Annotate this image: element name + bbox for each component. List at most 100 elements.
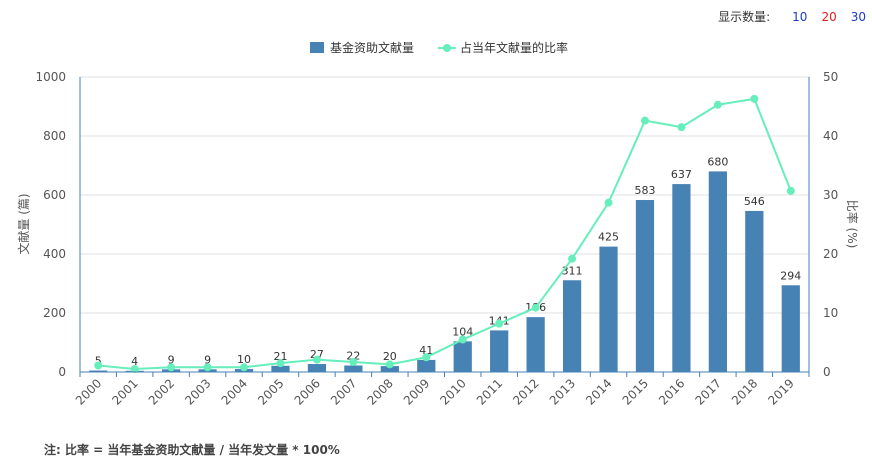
bar-value-label: 425 [598,231,619,244]
bar-value-label: 9 [204,353,211,366]
ratio-point-2017[interactable] [713,100,722,109]
count-option-10[interactable]: 10 [792,9,808,24]
bar-2005[interactable] [271,365,290,372]
x-tick-label: 2008 [364,376,395,407]
bar-value-label: 10 [237,353,251,366]
bar-2014[interactable] [599,246,618,372]
bar-2007[interactable] [344,365,363,372]
bar-2011[interactable] [490,330,509,372]
gridlines [80,76,809,314]
x-tick-label: 2014 [583,376,614,407]
y2-tick-label: 20 [823,247,838,261]
ratio-point-2005[interactable] [276,359,285,368]
y2-tick-label: 30 [823,188,838,202]
bar-2017[interactable] [708,171,727,372]
ratio-point-2008[interactable] [385,360,394,369]
bar-2008[interactable] [380,366,399,372]
x-tick-label: 2010 [437,376,468,407]
bar-value-label: 294 [780,269,801,282]
x-tick-label: 2002 [146,376,177,407]
x-tick-label: 2001 [109,376,140,407]
ratio-point-2016[interactable] [677,123,686,132]
count-option-30[interactable]: 30 [850,9,866,24]
legend-label-bar[interactable]: 基金资助文献量 [330,40,414,55]
x-tick-label: 2000 [73,376,104,407]
x-tick-label: 2007 [328,376,359,407]
count-selector-label: 显示数量: [718,10,771,24]
ratio-point-2012[interactable] [531,303,540,312]
bar-2010[interactable] [453,341,472,372]
legend-label-line[interactable]: 占当年文献量的比率 [460,40,568,55]
ratio-point-2001[interactable] [130,365,139,374]
y-tick-label: 1000 [35,70,66,84]
x-tick-label: 2013 [547,376,578,407]
x-tick-label: 2019 [765,376,796,407]
y2-tick-label: 0 [823,365,831,379]
x-tick-label: 2011 [474,376,505,407]
bar-2009[interactable] [417,359,436,372]
bar-value-label: 41 [419,344,433,357]
x-tick-label: 2009 [401,376,432,407]
y2-axis-title: 比率 (%) [845,200,860,249]
ratio-point-2019[interactable] [786,186,795,195]
bar-2013[interactable] [562,280,582,372]
ratio-point-2014[interactable] [604,198,613,207]
x-tick-label: 2005 [255,376,286,407]
bar-value-label: 22 [346,350,360,363]
ratio-point-2002[interactable] [167,363,176,372]
bar-2019[interactable] [781,285,800,372]
y2-tick-label: 10 [823,306,838,320]
bar-value-label: 104 [452,325,473,338]
bar-2018[interactable] [745,210,764,372]
ratio-point-2000[interactable] [94,361,103,370]
legend-swatch-bar[interactable] [310,42,324,53]
x-tick-label: 2018 [729,376,760,407]
ratio-point-2006[interactable] [312,355,321,364]
legend: 基金资助文献量 占当年文献量的比率 [310,40,568,55]
y-tick-label: 200 [43,306,66,320]
x-tick-label: 2015 [620,376,651,407]
bar-value-label: 21 [273,350,287,363]
bar-2016[interactable] [672,184,691,372]
ratio-point-2011[interactable] [495,319,504,328]
bar-value-label: 311 [562,264,583,277]
count-selector: 显示数量: 10 20 30 [718,8,866,25]
bar-2000[interactable] [89,370,108,372]
bar-value-label: 546 [744,195,765,208]
ratio-point-2018[interactable] [750,94,759,103]
x-tick-label: 2017 [692,376,723,407]
bar-value-label: 583 [634,184,655,197]
bar-2012[interactable] [526,317,545,372]
ratio-point-2009[interactable] [422,353,431,362]
combo-chart: 基金资助文献量 占当年文献量的比率 5499102127222041104141… [16,40,860,408]
bar-2006[interactable] [307,364,327,372]
x-tick-label: 2006 [292,376,323,407]
ratio-point-2015[interactable] [640,116,649,125]
footnote: 注: 比率 = 当年基金资助文献量 / 当年发文量 * 100% [44,443,340,457]
ratio-point-2013[interactable] [568,254,577,263]
bar-2015[interactable] [635,200,655,372]
bar-value-label: 9 [168,353,175,366]
y-tick-label: 600 [43,188,66,202]
bar-value-label: 20 [383,350,397,363]
y2-tick-label: 50 [823,70,838,84]
bar-value-label: 637 [671,168,692,181]
ratio-point-2007[interactable] [349,357,358,366]
y-axis-title: 文献量 (篇) [16,193,31,254]
x-tick-label: 2004 [219,376,250,407]
count-option-20[interactable]: 20 [821,9,837,24]
ratio-point-2010[interactable] [458,335,467,344]
y-tick-label: 0 [58,365,66,379]
ratio-point-2003[interactable] [203,363,212,372]
y-tick-label: 400 [43,247,66,261]
ratio-point-2004[interactable] [240,363,249,372]
x-tick-label: 2003 [182,376,213,407]
ratio-line [98,97,792,371]
bars [89,171,800,372]
x-tick-label: 2016 [656,376,687,407]
legend-swatch-line-marker [443,44,451,52]
y2-tick-label: 40 [823,129,838,143]
ratio-line-series [94,94,795,374]
bar-value-label: 5 [95,355,102,368]
bar-value-label: 680 [707,155,728,168]
